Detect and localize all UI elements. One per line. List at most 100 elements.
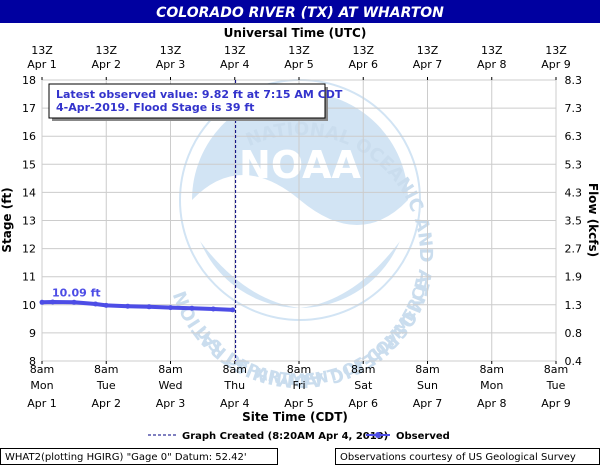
top-axis-label: Universal Time (UTC) (224, 26, 367, 40)
x-tick-time-label: 8am (30, 363, 54, 376)
observed-point (230, 307, 236, 313)
x-tick-date-label: Apr 5 (284, 397, 314, 410)
latest-observed-line2: 4-Apr-2019. Flood Stage is 39 ft (56, 101, 254, 114)
x-tick-time-label: 8am (544, 363, 568, 376)
footer-left-text: WHAT2(plotting HGIRG) "Gage 0" Datum: 52… (5, 452, 247, 463)
observed-point (39, 299, 45, 305)
top-tick-date-label: Apr 2 (91, 58, 121, 71)
top-tick-date-label: Apr 6 (348, 58, 378, 71)
latest-observed-line1: Latest observed value: 9.82 ft at 7:15 A… (56, 88, 343, 101)
noaa-logo-text: NOAA (239, 143, 361, 187)
left-axis-ticks: 8 9 10 11 12 13 14 15 16 17 18 (22, 74, 36, 368)
top-tick-time-label: 13Z (481, 44, 503, 57)
top-tick-date-label: Apr 9 (541, 58, 571, 71)
x-tick-weekday-label: Mon (30, 379, 53, 392)
y-tick-label-right: 0.4 (565, 355, 583, 368)
x-tick-date-label: Apr 7 (413, 397, 443, 410)
top-tick-time-label: 13Z (31, 44, 53, 57)
observed-point (146, 304, 152, 310)
x-tick-date-label: Apr 3 (156, 397, 186, 410)
y-axis-label-left: Stage (ft) (0, 187, 14, 252)
x-tick-weekday-label: Wed (159, 379, 183, 392)
y-tick-label-left: 14 (22, 186, 36, 199)
right-axis-ticks: 0.4 0.8 1.3 1.9 2.7 3.5 4.3 5.3 6.3 7.3 8.3 (565, 74, 583, 368)
x-tick-weekday-label: Tue (96, 379, 116, 392)
y-tick-label-right: 2.7 (565, 243, 583, 256)
y-tick-label-left: 9 (29, 327, 36, 340)
top-tick-time-label: 13Z (417, 44, 439, 57)
legend-observed-label: Observed (396, 431, 450, 442)
legend: Graph Created (8:20AM Apr 4, 2019) Obser… (148, 431, 450, 442)
y-tick-label-right: 6.3 (565, 130, 583, 143)
top-tick-time-label: 13Z (224, 44, 246, 57)
x-tick-date-label: Apr 8 (477, 397, 507, 410)
x-tick-time-label: 8am (351, 363, 375, 376)
legend-created-label: Graph Created (8:20AM Apr 4, 2019) (182, 431, 388, 442)
y-tick-label-left: 16 (22, 130, 36, 143)
x-tick-weekday-label: Sat (354, 379, 373, 392)
top-tick-date-label: Apr 8 (477, 58, 507, 71)
y-tick-label-right: 8.3 (565, 74, 583, 87)
x-tick-weekday-label: Tue (546, 379, 566, 392)
y-tick-label-left: 10 (22, 299, 36, 312)
observed-point (71, 299, 77, 305)
x-tick-weekday-label: Sun (417, 379, 438, 392)
observed-point (125, 303, 131, 309)
x-tick-date-label: Apr 4 (220, 397, 250, 410)
y-tick-label-left: 8 (29, 355, 36, 368)
x-tick-time-label: 8am (158, 363, 182, 376)
top-tick-date-label: Apr 7 (413, 58, 443, 71)
top-tick-time-label: 13Z (288, 44, 310, 57)
y-tick-label-right: 5.3 (565, 158, 583, 171)
x-tick-weekday-label: Thu (223, 379, 245, 392)
y-tick-label-right: 4.3 (565, 186, 583, 199)
observed-point (93, 301, 98, 307)
observed-point (189, 305, 195, 311)
y-tick-label-right: 0.8 (565, 327, 583, 340)
x-tick-date-label: Apr 2 (91, 397, 121, 410)
observed-point (210, 306, 216, 312)
top-tick-date-label: Apr 5 (284, 58, 314, 71)
y-axis-label-right: Flow (kcfs) (586, 183, 600, 257)
y-tick-label-left: 13 (22, 215, 36, 228)
latest-observed-box (48, 83, 326, 119)
y-tick-label-right: 1.3 (565, 299, 583, 312)
x-tick-time-label: 8am (287, 363, 311, 376)
top-tick-time-label: 13Z (545, 44, 567, 57)
y-tick-label-right: 1.9 (565, 271, 583, 284)
x-tick-date-label: Apr 9 (541, 397, 571, 410)
x-tick-time-label: 8am (480, 363, 504, 376)
top-tick-time-label: 13Z (95, 44, 117, 57)
x-tick-date-label: Apr 1 (27, 397, 57, 410)
bottom-axis-ticks: 8am Mon Apr 1 8am Tue Apr 2 8am Wed Apr 3 8am Thu A… (27, 361, 571, 410)
x-tick-time-label: 8am (223, 363, 247, 376)
footer-right-text: Observations courtesy of US Geological S… (340, 452, 576, 463)
x-tick-date-label: Apr 6 (348, 397, 378, 410)
top-tick-time-label: 13Z (160, 44, 182, 57)
y-tick-label-left: 17 (22, 102, 36, 115)
x-tick-time-label: 8am (94, 363, 118, 376)
observed-point (168, 305, 173, 311)
y-tick-label-left: 18 (22, 74, 36, 87)
y-tick-label-right: 7.3 (565, 102, 583, 115)
x-axis-label: Site Time (CDT) (242, 410, 348, 424)
top-tick-date-label: Apr 1 (27, 58, 57, 71)
observed-point (50, 299, 56, 305)
observed-series (39, 299, 236, 313)
x-tick-time-label: 8am (415, 363, 439, 376)
title-bar (0, 0, 600, 23)
first-value-label: 10.09 ft (52, 286, 101, 299)
observed-point (103, 302, 109, 308)
y-tick-label-left: 15 (22, 158, 36, 171)
y-tick-label-left: 11 (22, 271, 36, 284)
chart-title: COLORADO RIVER (TX) AT WHARTON (156, 5, 444, 21)
y-tick-label-right: 3.5 (565, 215, 583, 228)
y-tick-label-left: 12 (22, 243, 36, 256)
top-tick-date-label: Apr 4 (220, 58, 250, 71)
legend-observed-marker (375, 432, 381, 438)
top-tick-date-label: Apr 3 (156, 58, 186, 71)
x-tick-weekday-label: Mon (480, 379, 503, 392)
x-tick-weekday-label: Fri (292, 379, 305, 392)
